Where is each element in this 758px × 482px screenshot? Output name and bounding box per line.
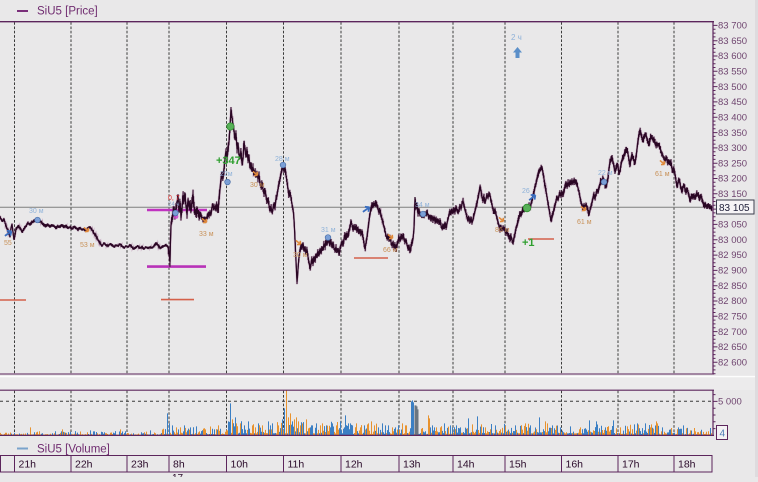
svg-text:22h: 22h xyxy=(75,459,93,471)
svg-text:17: 17 xyxy=(172,473,184,477)
svg-text:22 м: 22 м xyxy=(598,170,613,177)
svg-text:4: 4 xyxy=(720,429,726,440)
svg-text:82 850: 82 850 xyxy=(718,281,747,292)
svg-text:24 ч: 24 ч xyxy=(168,202,179,208)
svg-text:82 800: 82 800 xyxy=(718,296,747,307)
svg-text:11h: 11h xyxy=(288,459,305,471)
svg-text:23h: 23h xyxy=(131,459,149,471)
svg-text:53 м: 53 м xyxy=(80,242,95,249)
svg-text:12h: 12h xyxy=(345,459,363,471)
svg-text:86 м: 86 м xyxy=(495,227,510,234)
svg-text:0, 7: 0, 7 xyxy=(168,195,180,202)
svg-text:5 000: 5 000 xyxy=(718,396,742,407)
svg-text:28 м: 28 м xyxy=(275,156,290,163)
svg-text:83 550: 83 550 xyxy=(718,67,747,78)
svg-text:82 750: 82 750 xyxy=(718,312,747,323)
svg-text:61 м: 61 м xyxy=(577,219,592,226)
svg-text:17h: 17h xyxy=(622,459,640,471)
svg-text:31 м: 31 м xyxy=(321,227,336,234)
svg-text:83 150: 83 150 xyxy=(718,189,747,200)
svg-text:10h: 10h xyxy=(231,459,249,471)
svg-text:83 650: 83 650 xyxy=(718,36,747,47)
svg-text:8h: 8h xyxy=(173,459,185,471)
svg-text:33 м: 33 м xyxy=(199,231,214,238)
svg-text:83 700: 83 700 xyxy=(718,21,747,32)
svg-text:+1: +1 xyxy=(522,237,535,249)
svg-text:83 050: 83 050 xyxy=(718,220,747,231)
svg-text:34 м: 34 м xyxy=(415,202,430,209)
svg-text:82 900: 82 900 xyxy=(718,266,747,277)
svg-text:14h: 14h xyxy=(457,459,475,471)
svg-text:SiU5 [Volume]: SiU5 [Volume] xyxy=(37,444,110,456)
svg-text:82 950: 82 950 xyxy=(718,250,747,261)
svg-text:61 м: 61 м xyxy=(655,171,670,178)
svg-text:82 700: 82 700 xyxy=(718,327,747,338)
svg-text:+347: +347 xyxy=(216,155,241,167)
svg-text:82 600: 82 600 xyxy=(718,357,747,368)
svg-text:83 200: 83 200 xyxy=(718,174,747,185)
svg-text:16h: 16h xyxy=(566,459,584,471)
svg-text:83 500: 83 500 xyxy=(718,82,747,93)
svg-text:21h: 21h xyxy=(19,459,37,471)
svg-text:2 ч: 2 ч xyxy=(511,33,522,42)
svg-text:22м: 22м xyxy=(220,171,233,178)
svg-text:13h: 13h xyxy=(403,459,421,471)
svg-text:SiU5 [Price]: SiU5 [Price] xyxy=(37,6,98,18)
svg-text:30 м: 30 м xyxy=(29,208,44,215)
svg-text:83 300: 83 300 xyxy=(718,143,747,154)
svg-text:30 м: 30 м xyxy=(250,182,265,189)
svg-text:26: 26 xyxy=(522,188,530,195)
svg-text:66 м: 66 м xyxy=(383,247,398,254)
svg-text:83 400: 83 400 xyxy=(718,113,747,124)
svg-text:18h: 18h xyxy=(678,459,696,471)
svg-text:82 650: 82 650 xyxy=(718,342,747,353)
svg-text:83 105: 83 105 xyxy=(719,203,750,214)
svg-text:83 350: 83 350 xyxy=(718,128,747,139)
svg-text:30 м: 30 м xyxy=(293,252,308,259)
svg-text:83 600: 83 600 xyxy=(718,51,747,62)
svg-text:55: 55 xyxy=(4,240,12,247)
svg-text:15h: 15h xyxy=(509,459,527,471)
svg-text:83 250: 83 250 xyxy=(718,158,747,169)
svg-text:83 450: 83 450 xyxy=(718,97,747,108)
svg-text:83 000: 83 000 xyxy=(718,235,747,246)
